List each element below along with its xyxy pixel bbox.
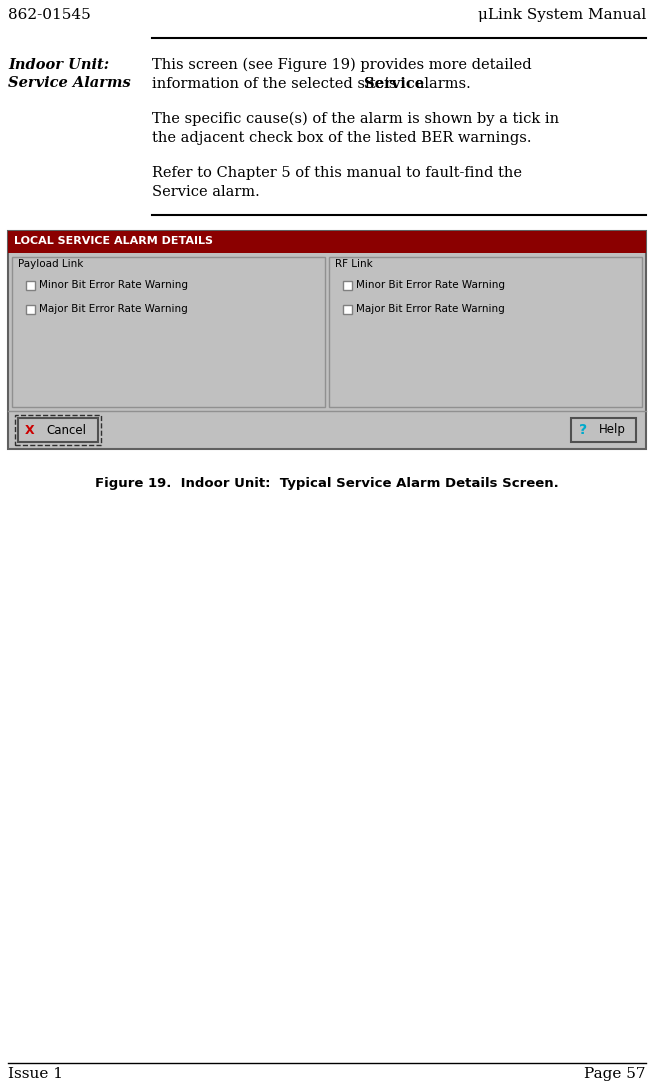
Text: Service alarm.: Service alarm. xyxy=(152,185,260,199)
Text: The specific cause(s) of the alarm is shown by a tick in: The specific cause(s) of the alarm is sh… xyxy=(152,112,559,126)
Text: RF Link: RF Link xyxy=(335,258,373,269)
Text: Minor Bit Error Rate Warning: Minor Bit Error Rate Warning xyxy=(356,280,505,290)
Text: Service Alarms: Service Alarms xyxy=(8,76,131,90)
Text: Page 57: Page 57 xyxy=(585,1068,646,1081)
Text: ?: ? xyxy=(579,424,587,437)
Text: Indoor Unit:: Indoor Unit: xyxy=(8,58,109,72)
Bar xyxy=(343,280,352,290)
Bar xyxy=(12,257,325,407)
Text: Issue 1: Issue 1 xyxy=(8,1068,63,1081)
Bar xyxy=(15,415,101,445)
Text: Minor Bit Error Rate Warning: Minor Bit Error Rate Warning xyxy=(39,280,188,290)
Bar xyxy=(18,418,98,442)
Text: This screen (see Figure 19) provides more detailed: This screen (see Figure 19) provides mor… xyxy=(152,58,532,73)
Text: μLink System Manual: μLink System Manual xyxy=(478,8,646,22)
Bar xyxy=(329,257,642,407)
Bar xyxy=(571,418,636,442)
Text: 862-01545: 862-01545 xyxy=(8,8,91,22)
Text: LOCAL SERVICE ALARM DETAILS: LOCAL SERVICE ALARM DETAILS xyxy=(14,236,213,247)
Text: the adjacent check box of the listed BER warnings.: the adjacent check box of the listed BER… xyxy=(152,131,532,146)
Text: Refer to Chapter 5 of this manual to fault-find the: Refer to Chapter 5 of this manual to fau… xyxy=(152,166,522,180)
Text: Payload Link: Payload Link xyxy=(18,258,83,269)
Bar xyxy=(343,304,352,314)
Text: Service: Service xyxy=(364,77,424,91)
Text: Major Bit Error Rate Warning: Major Bit Error Rate Warning xyxy=(356,304,505,314)
Text: X: X xyxy=(26,424,35,437)
Text: Figure 19.  Indoor Unit:  Typical Service Alarm Details Screen.: Figure 19. Indoor Unit: Typical Service … xyxy=(95,477,559,490)
Bar xyxy=(26,280,35,290)
Text: alarms.: alarms. xyxy=(411,77,471,91)
Text: Cancel: Cancel xyxy=(46,424,86,437)
Bar xyxy=(8,231,646,449)
Bar xyxy=(8,231,646,253)
Text: Help: Help xyxy=(599,424,626,437)
Text: Major Bit Error Rate Warning: Major Bit Error Rate Warning xyxy=(39,304,188,314)
Bar xyxy=(26,304,35,314)
Text: information of the selected site’s: information of the selected site’s xyxy=(152,77,401,91)
